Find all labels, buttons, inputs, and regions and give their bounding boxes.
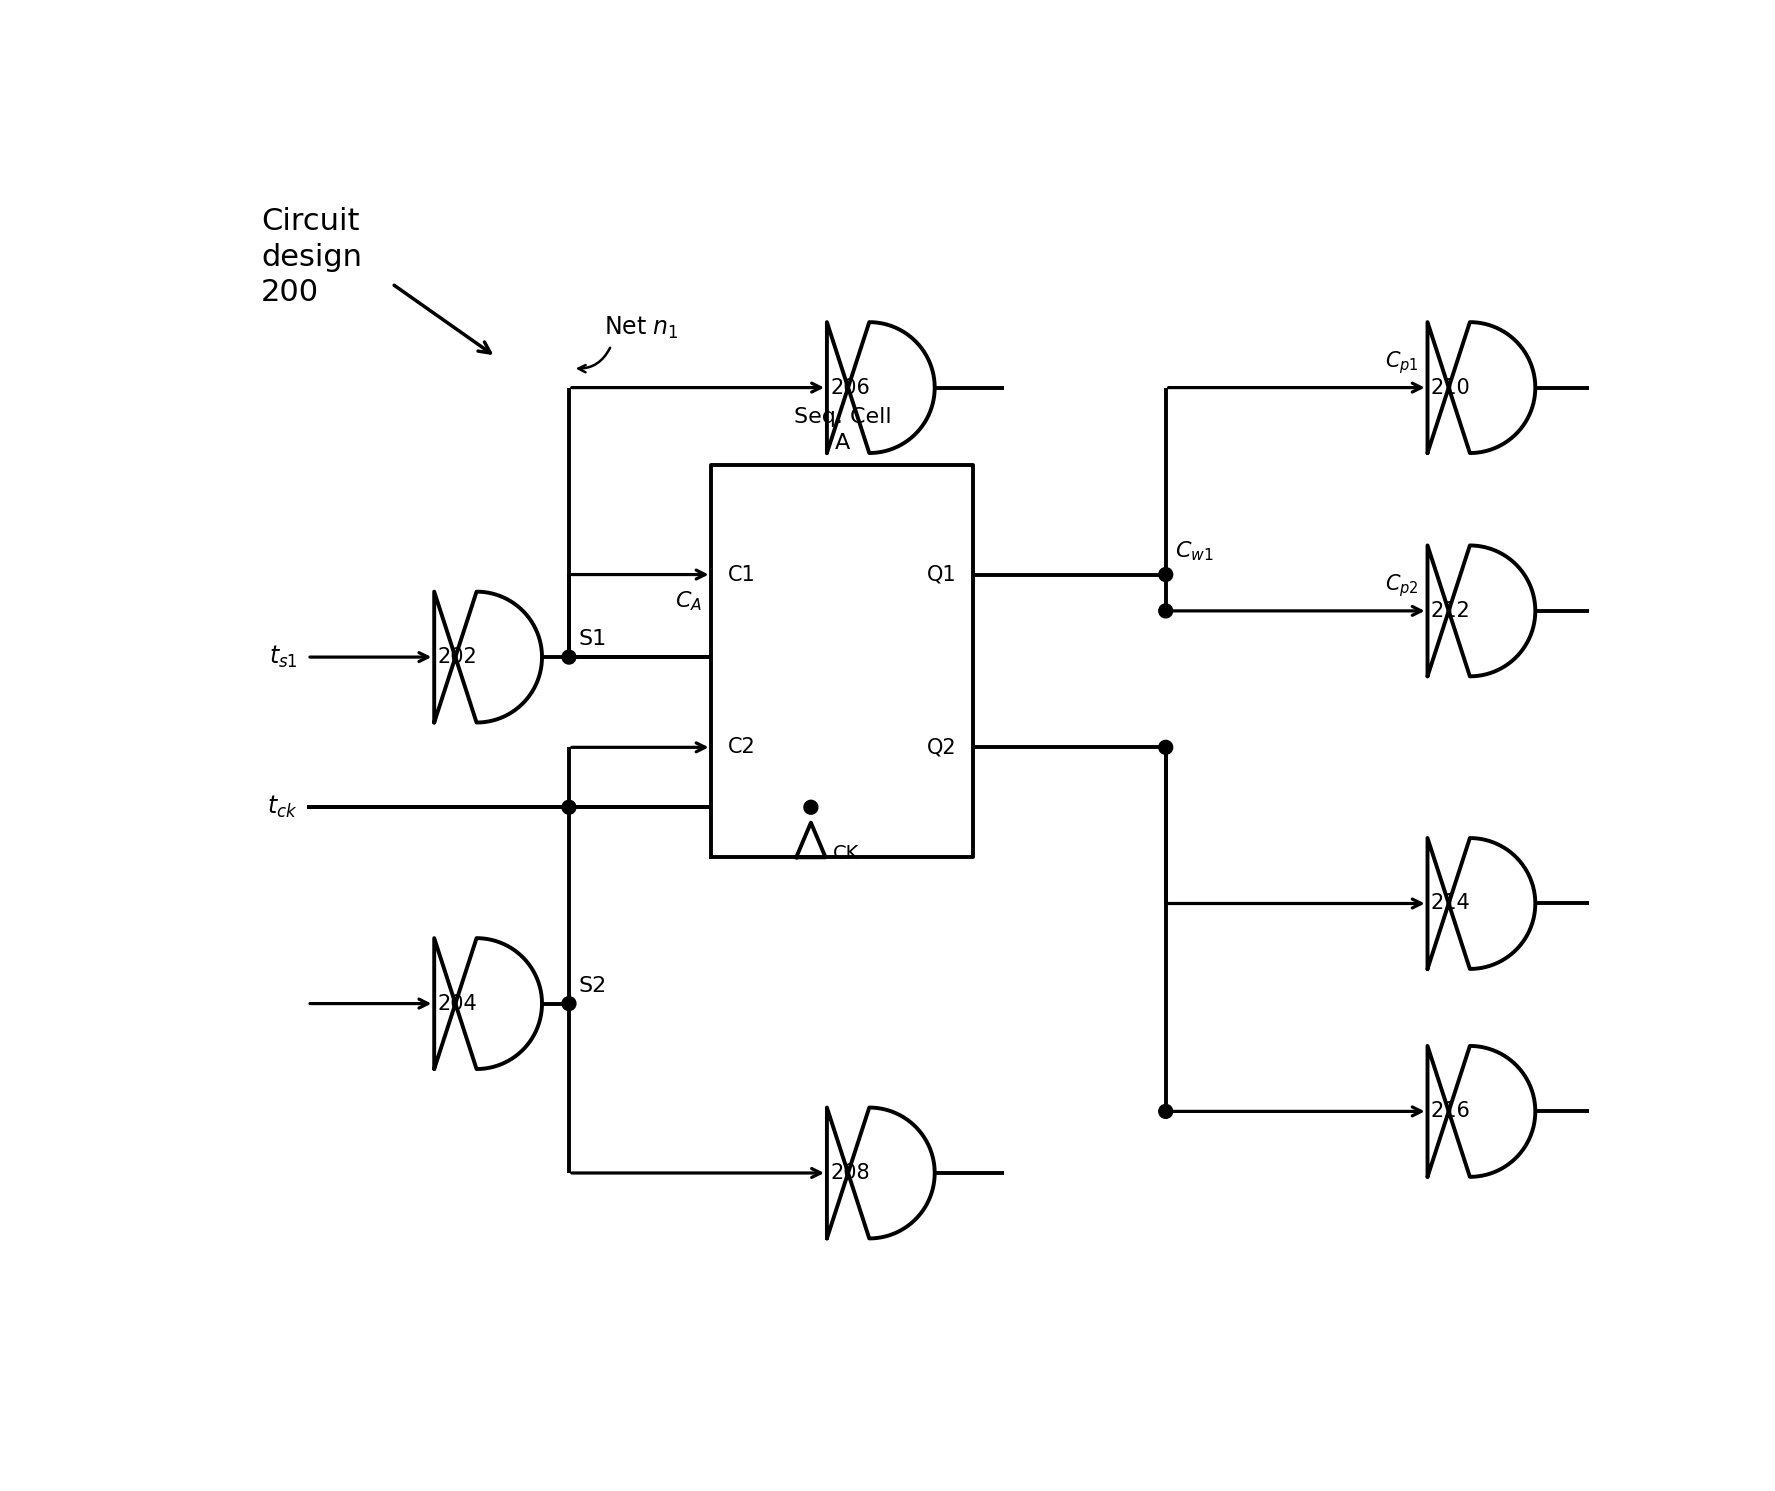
Polygon shape [435,938,541,1069]
Circle shape [563,650,575,663]
Polygon shape [435,592,541,723]
Text: $t_{ck}$: $t_{ck}$ [268,795,298,820]
Circle shape [804,801,818,814]
Text: 210: 210 [1431,377,1471,398]
Polygon shape [712,465,973,857]
Text: S1: S1 [579,629,607,650]
Text: C2: C2 [728,738,756,757]
Text: 202: 202 [438,647,477,666]
Text: 216: 216 [1431,1102,1471,1121]
Text: C1: C1 [728,565,756,584]
Polygon shape [827,1108,935,1239]
Text: Q1: Q1 [927,565,957,584]
Text: Seq. Cell
A: Seq. Cell A [793,407,891,453]
Text: $C_A$: $C_A$ [674,590,703,613]
Text: $t_{s1}$: $t_{s1}$ [270,644,298,669]
Polygon shape [1427,838,1535,969]
Circle shape [1159,568,1173,581]
Circle shape [1159,741,1173,754]
Text: 212: 212 [1431,601,1471,620]
Text: S2: S2 [579,977,607,996]
Circle shape [563,801,575,814]
Text: Net $n_1$: Net $n_1$ [604,315,678,341]
Text: 208: 208 [831,1163,870,1182]
Text: Circuit
design
200: Circuit design 200 [261,207,362,307]
Text: CK: CK [832,844,859,863]
Polygon shape [827,322,935,453]
Circle shape [1159,604,1173,617]
Circle shape [563,996,575,1011]
Text: 206: 206 [831,377,870,398]
Text: Q2: Q2 [927,738,957,757]
Text: 214: 214 [1431,893,1471,914]
Text: $C_{w1}$: $C_{w1}$ [1175,540,1214,564]
Text: $C_{p2}$: $C_{p2}$ [1384,573,1418,599]
Circle shape [1159,1105,1173,1118]
Polygon shape [1427,322,1535,453]
Polygon shape [1427,546,1535,677]
Text: 204: 204 [438,993,477,1014]
Text: $C_{p1}$: $C_{p1}$ [1384,349,1418,376]
Polygon shape [1427,1047,1535,1176]
